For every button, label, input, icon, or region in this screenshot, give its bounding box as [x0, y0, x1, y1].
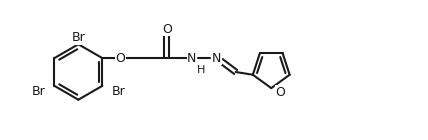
Text: H: H — [197, 65, 205, 75]
Text: Br: Br — [32, 85, 45, 98]
Text: N: N — [187, 52, 196, 65]
Text: O: O — [162, 23, 172, 36]
Text: O: O — [275, 86, 285, 99]
Text: O: O — [115, 52, 125, 65]
Text: Br: Br — [71, 31, 85, 44]
Text: Br: Br — [111, 85, 125, 98]
Text: N: N — [211, 52, 221, 65]
